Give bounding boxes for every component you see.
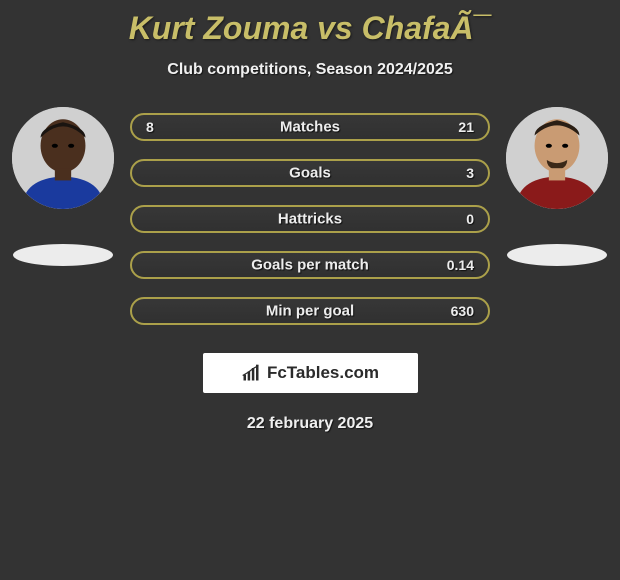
stat-right-value: 0.14 [438, 257, 474, 273]
stat-label: Goals per match [251, 257, 369, 274]
comparison-content: 8 Matches 21 Goals 3 Hattricks 0 Goals p… [0, 107, 620, 325]
subtitle: Club competitions, Season 2024/2025 [0, 61, 620, 79]
stat-right-value: 3 [438, 165, 474, 181]
player-right-avatar [506, 107, 608, 209]
stat-row-goals-per-match: Goals per match 0.14 [130, 251, 490, 279]
fctables-logo[interactable]: FcTables.com [203, 353, 418, 393]
stat-row-matches: 8 Matches 21 [130, 113, 490, 141]
stats-container: 8 Matches 21 Goals 3 Hattricks 0 Goals p… [118, 113, 502, 325]
stat-row-min-per-goal: Min per goal 630 [130, 297, 490, 325]
player-right-avatar-svg [506, 107, 608, 209]
stat-label: Min per goal [266, 303, 354, 320]
logo-text: FcTables.com [267, 363, 379, 383]
stat-right-value: 21 [438, 119, 474, 135]
date-text: 22 february 2025 [0, 415, 620, 433]
stat-label: Matches [280, 119, 340, 136]
stat-left-value: 8 [146, 119, 182, 135]
stat-right-value: 630 [438, 303, 474, 319]
page-title: Kurt Zouma vs ChafaÃ¯ [0, 0, 620, 47]
player-right-club-badge [507, 244, 607, 266]
player-right-column [502, 107, 612, 266]
player-left-club-badge [13, 244, 113, 266]
player-left-column [8, 107, 118, 266]
stat-row-hattricks: Hattricks 0 [130, 205, 490, 233]
chart-icon [241, 363, 261, 383]
stat-label: Goals [289, 165, 331, 182]
player-left-avatar-svg [12, 107, 114, 209]
stat-label: Hattricks [278, 211, 342, 228]
stat-row-goals: Goals 3 [130, 159, 490, 187]
stat-right-value: 0 [438, 211, 474, 227]
player-left-avatar [12, 107, 114, 209]
